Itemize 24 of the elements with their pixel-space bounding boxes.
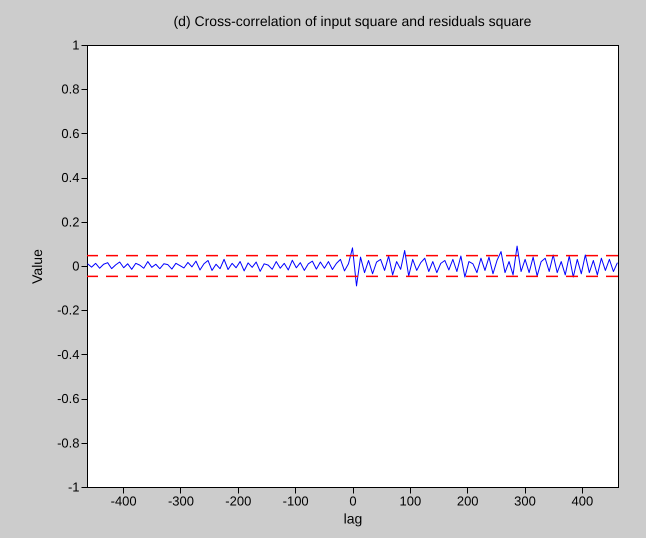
y-tick-label: -0.4 bbox=[57, 346, 80, 362]
y-tick-label: -0.6 bbox=[57, 391, 80, 406]
x-tick-label: -300 bbox=[168, 494, 194, 508]
x-tick-label: 300 bbox=[514, 494, 536, 508]
x-tick-label: -100 bbox=[282, 494, 309, 508]
x-tick-label: 100 bbox=[399, 494, 422, 508]
y-tick-label: -0.8 bbox=[57, 435, 80, 450]
y-tick-label: -1 bbox=[68, 480, 80, 494]
x-tick-label: 0 bbox=[349, 494, 357, 508]
y-tick-label: 0.8 bbox=[61, 82, 80, 97]
y-tick-label: 0.6 bbox=[61, 126, 80, 141]
x-tick-label: 200 bbox=[456, 494, 479, 508]
y-tick-label: -0.2 bbox=[57, 302, 80, 318]
y-tick-label: 1 bbox=[72, 38, 80, 52]
x-tick-label: -200 bbox=[225, 494, 252, 508]
y-tick-label: 0.2 bbox=[61, 214, 80, 230]
y-tick-label: 0 bbox=[72, 258, 80, 274]
y-axis-title: Value bbox=[29, 248, 46, 284]
x-axis-title: lag bbox=[344, 510, 362, 526]
chart-title: (d) Cross-correlation of input square and residuals square bbox=[174, 13, 532, 29]
x-tick-label: -400 bbox=[110, 494, 137, 508]
y-tick-label: 0.4 bbox=[61, 170, 80, 186]
line-series bbox=[87, 246, 618, 286]
x-tick-label: 400 bbox=[572, 494, 594, 508]
